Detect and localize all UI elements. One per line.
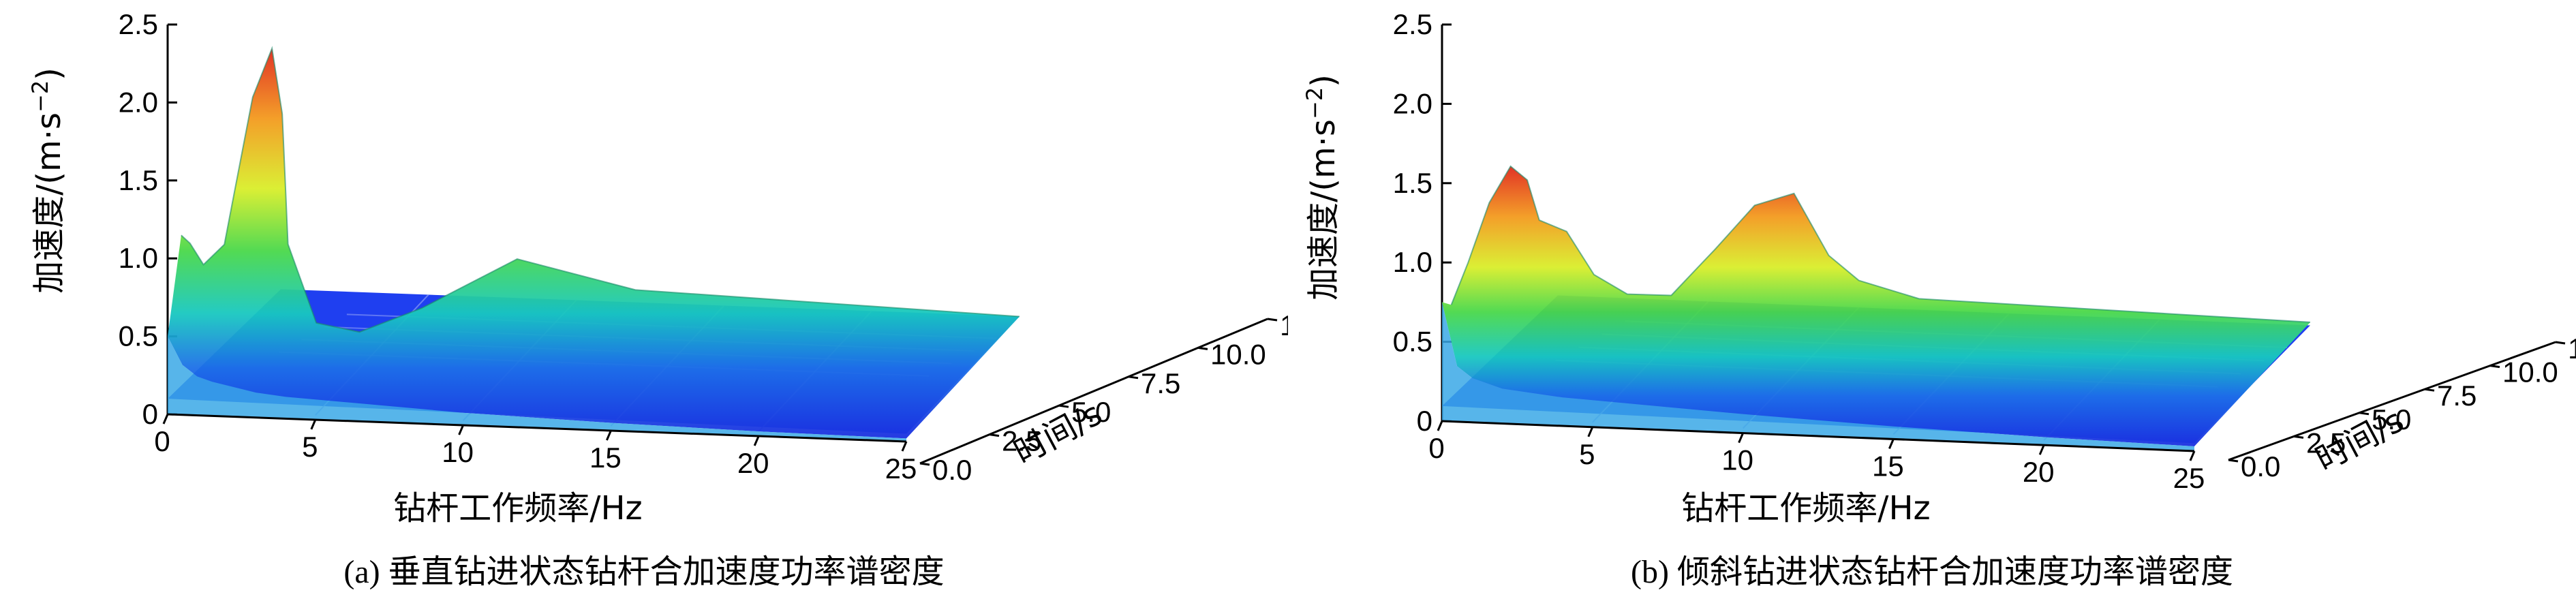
z-tick-label: 0 [1417,405,1432,437]
x-tick-label: 15 [589,442,622,474]
x-tick-mark [458,425,464,435]
x-tick-mark [901,441,908,452]
y-tick-label: 12.5 [2568,333,2576,365]
x-tick-mark [1888,438,1895,449]
z-tick-label: 2.5 [1393,8,1432,40]
chart-svg-b: 0 0.5 1.0 1.5 2.0 2.5 加速度/(m·s−2) 0 5 10 15 20 25 钻杆工… [1302,8,2576,527]
y-tick-label: 5.0 [1071,396,1111,428]
z-tick-label: 2.0 [1393,87,1432,119]
x-axis-line [167,413,907,443]
y-tick-mark [1128,375,1139,380]
y-tick-label: 5.0 [2372,403,2411,435]
y-tick-label: 7.5 [1141,367,1180,399]
x-tick-label: 10 [1721,444,1753,476]
surface-ridge-line [181,46,1020,333]
y-tick-label: 10.0 [2502,356,2558,388]
z-tick-label: 1.0 [1393,246,1432,278]
x-tick-mark [606,430,612,441]
z-tick-label: 0 [142,398,158,430]
x-tick-label: 25 [885,452,917,484]
y-tick-label: 0.0 [932,454,972,486]
y-tick-label: 12.5 [1280,309,1288,341]
surface-peak [1442,166,2310,447]
x-axis-label: 钻杆工作频率/Hz [1681,489,1930,527]
z-axis-label: 加速度/(m·s−2) [27,67,68,294]
y-tick-mark [2359,412,2370,416]
z-tick-label: 2.5 [119,8,158,40]
surface-peak [168,48,1019,439]
z-tick-label: 1.5 [119,164,158,196]
z-tick-label: 0.5 [1393,326,1432,358]
x-tick-label: 15 [1872,450,1904,482]
x-tick-mark [753,435,760,446]
y-tick-label: 7.5 [2437,380,2477,412]
y-tick-label: 0.0 [2241,450,2280,482]
y-tick-mark [919,462,930,466]
chart-caption-b: (b) 倾斜钻进状态钻杆合加速度功率谱密度 [1631,554,2233,590]
x-tick-label: 5 [302,431,318,463]
y-tick-mark [2489,365,2500,369]
y-tick-mark [2424,388,2435,392]
x-axis-label: 钻杆工作频率/Hz [393,489,642,527]
x-tick-label: 25 [2173,462,2205,494]
x-tick-mark [162,414,169,425]
z-tick-label: 2.0 [119,86,158,118]
x-tick-label: 10 [442,436,474,468]
x-tick-mark [1738,433,1744,444]
y-tick-mark [2293,435,2304,439]
x-tick-mark [1437,420,1443,431]
x-tick-label: 0 [1428,432,1444,464]
x-tick-mark [310,419,317,430]
y-tick-mark [1058,404,1069,408]
z-tick-label: 0.5 [119,320,158,352]
x-tick-label: 20 [737,447,769,479]
y-tick-label: 2.5 [1002,425,1041,457]
y-axis-line [919,318,1268,465]
x-tick-label: 5 [1579,438,1595,470]
x-axis-line [1441,420,2195,452]
x-tick-label: 0 [154,425,170,457]
y-tick-mark [1267,318,1278,322]
chart-svg-a: 0 0.5 1.0 1.5 2.0 2.5 加速度/(m·s−2) 0 5 10 15 20 25 钻杆工… [27,8,1288,527]
z-axis-label: 加速度/(m·s−2) [1302,74,1343,301]
y-tick-label: 10.0 [1210,338,1266,370]
y-axis-line [2228,341,2556,461]
chart-caption-a: (a) 垂直钻进状态钻杆合加速度功率谱密度 [343,554,945,590]
z-tick-label: 1.0 [119,242,158,274]
chart-panel-b: 0 0.5 1.0 1.5 2.0 2.5 加速度/(m·s−2) 0 5 10 15 20 25 钻杆工… [1288,0,2576,616]
z-tick-label: 1.5 [1393,167,1432,199]
surface-front-skirt [1442,302,2194,451]
y-tick-label: 2.5 [2306,427,2346,459]
x-tick-label: 20 [2023,456,2055,488]
x-tick-mark [2189,450,2196,461]
y-tick-mark [1197,346,1208,350]
surface-ridge-line [1450,165,2311,323]
x-tick-mark [1587,427,1594,437]
y-tick-mark [2228,459,2239,463]
chart-panel-a: 0 0.5 1.0 1.5 2.0 2.5 加速度/(m·s−2) 0 5 10 15 20 25 钻杆工… [27,8,1288,590]
x-tick-mark [2038,444,2045,455]
surface-front-skirt [168,336,906,442]
y-tick-mark [2555,341,2566,345]
y-tick-mark [989,433,1000,437]
